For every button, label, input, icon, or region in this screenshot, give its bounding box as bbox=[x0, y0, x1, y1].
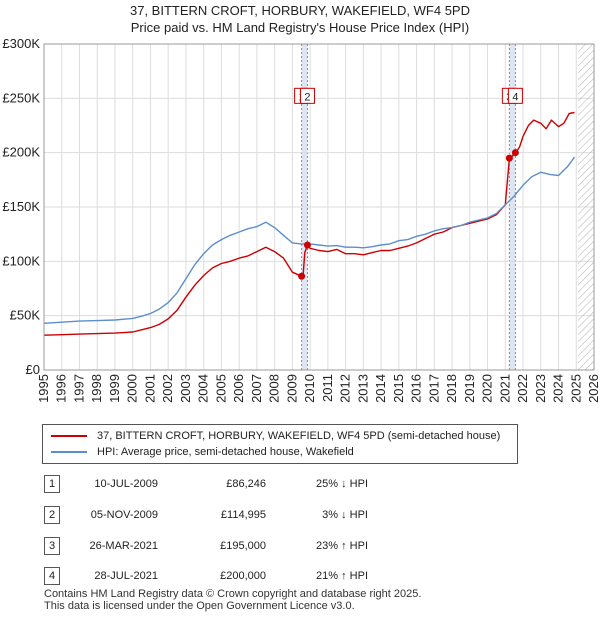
x-tick-label: 2012 bbox=[338, 374, 353, 403]
x-tick-label: 2009 bbox=[284, 374, 299, 403]
x-tick-label: 2015 bbox=[391, 374, 406, 403]
transaction-number: 3 bbox=[44, 537, 60, 555]
x-tick-label: 2010 bbox=[302, 374, 317, 403]
x-tick-label: 2008 bbox=[267, 374, 282, 403]
x-tick-label: 2026 bbox=[586, 374, 600, 403]
transaction-number: 2 bbox=[44, 506, 60, 524]
x-tick-label: 1999 bbox=[107, 374, 122, 403]
chart-title: 37, BITTERN CROFT, HORBURY, WAKEFIELD, W… bbox=[0, 2, 600, 36]
transaction-hpi-diff: 21% ↑ HPI bbox=[316, 570, 368, 582]
sale-point bbox=[511, 149, 519, 157]
x-tick-label: 2025 bbox=[568, 374, 583, 403]
x-tick-label: 2002 bbox=[160, 374, 175, 403]
x-tick-label: 2023 bbox=[533, 374, 548, 403]
table-row: 4 28-JUL-2021 £200,000 21% ↑ HPI bbox=[44, 567, 464, 585]
y-tick-label: £300K bbox=[2, 36, 40, 51]
transaction-date: 05-NOV-2009 bbox=[90, 509, 158, 521]
x-tick-label: 2003 bbox=[178, 374, 193, 403]
transaction-number: 1 bbox=[44, 475, 60, 493]
x-tick-label: 2020 bbox=[480, 374, 495, 403]
x-tick-label: 2016 bbox=[409, 374, 424, 403]
legend-label-property: 37, BITTERN CROFT, HORBURY, WAKEFIELD, W… bbox=[97, 430, 501, 442]
footer-copyright: Contains HM Land Registry data © Crown c… bbox=[44, 588, 422, 600]
x-tick-label: 2022 bbox=[515, 374, 530, 403]
transaction-date: 28-JUL-2021 bbox=[94, 570, 158, 582]
x-tick-label: 1998 bbox=[89, 374, 104, 403]
forecast-hatch bbox=[578, 44, 594, 370]
sale-marker-box bbox=[299, 87, 315, 104]
y-tick-label: £250K bbox=[2, 90, 40, 105]
transaction-date: 26-MAR-2021 bbox=[89, 540, 158, 552]
transaction-hpi-diff: 3% ↓ HPI bbox=[322, 509, 368, 521]
transaction-hpi-diff: 25% ↓ HPI bbox=[316, 478, 368, 490]
x-tick-label: 2001 bbox=[142, 374, 157, 403]
y-tick-label: £0 bbox=[26, 362, 40, 377]
x-tick-label: 2004 bbox=[196, 374, 211, 403]
hpi-line bbox=[43, 156, 576, 324]
x-tick-label: 2006 bbox=[231, 374, 246, 403]
legend-swatch-property bbox=[51, 435, 87, 437]
footer-licence: This data is licensed under the Open Gov… bbox=[44, 600, 355, 612]
x-tick-label: 2014 bbox=[373, 374, 388, 403]
x-tick-label: 2000 bbox=[125, 374, 140, 403]
y-tick-label: £150K bbox=[2, 199, 40, 214]
table-row: 3 26-MAR-2021 £195,000 23% ↑ HPI bbox=[44, 537, 464, 555]
legend-label-hpi: HPI: Average price, semi-detached house,… bbox=[97, 446, 354, 458]
title-address: 37, BITTERN CROFT, HORBURY, WAKEFIELD, W… bbox=[130, 3, 470, 18]
table-row: 2 05-NOV-2009 £114,995 3% ↓ HPI bbox=[44, 506, 464, 524]
footer-attribution: Contains HM Land Registry data © Crown c… bbox=[44, 588, 421, 612]
y-tick-label: £200K bbox=[2, 145, 40, 160]
x-tick-label: 2018 bbox=[444, 374, 459, 403]
chart-legend: 37, BITTERN CROFT, HORBURY, WAKEFIELD, W… bbox=[42, 424, 518, 464]
sale-marker-box bbox=[507, 87, 523, 104]
transaction-price: £86,246 bbox=[226, 478, 266, 490]
price-chart: 1234 £0£50K£100K£150K£200K£250K£300K1995… bbox=[2, 36, 600, 403]
sale-point bbox=[505, 154, 513, 162]
x-tick-label: 2024 bbox=[551, 374, 566, 403]
sale-point bbox=[298, 272, 306, 280]
x-tick-label: 1997 bbox=[71, 374, 86, 403]
x-tick-label: 2013 bbox=[355, 374, 370, 403]
transaction-price: £195,000 bbox=[220, 540, 266, 552]
transaction-number: 4 bbox=[44, 567, 60, 585]
x-tick-label: 2019 bbox=[462, 374, 477, 403]
sale-marker-label: 2 bbox=[304, 91, 310, 103]
x-tick-label: 1995 bbox=[36, 374, 51, 403]
sale-point bbox=[303, 241, 311, 249]
plot-frame bbox=[43, 43, 595, 371]
transaction-price: £200,000 bbox=[220, 570, 266, 582]
legend-swatch-hpi bbox=[51, 451, 87, 453]
x-tick-label: 2021 bbox=[497, 374, 512, 403]
transaction-date: 10-JUL-2009 bbox=[94, 478, 158, 490]
transaction-hpi-diff: 23% ↑ HPI bbox=[316, 540, 368, 552]
sale-marker-label: 4 bbox=[512, 91, 518, 103]
property-price-line bbox=[43, 111, 575, 336]
y-tick-label: £50K bbox=[10, 308, 41, 323]
table-row: 1 10-JUL-2009 £86,246 25% ↓ HPI bbox=[44, 475, 464, 493]
transaction-price: £114,995 bbox=[220, 509, 266, 521]
y-tick-label: £100K bbox=[2, 253, 40, 268]
x-tick-label: 1996 bbox=[54, 374, 69, 403]
x-tick-label: 2007 bbox=[249, 374, 264, 403]
x-tick-label: 2005 bbox=[213, 374, 228, 403]
x-tick-label: 2011 bbox=[320, 374, 335, 402]
x-tick-label: 2017 bbox=[426, 374, 441, 403]
title-subtitle: Price paid vs. HM Land Registry's House … bbox=[130, 20, 470, 35]
